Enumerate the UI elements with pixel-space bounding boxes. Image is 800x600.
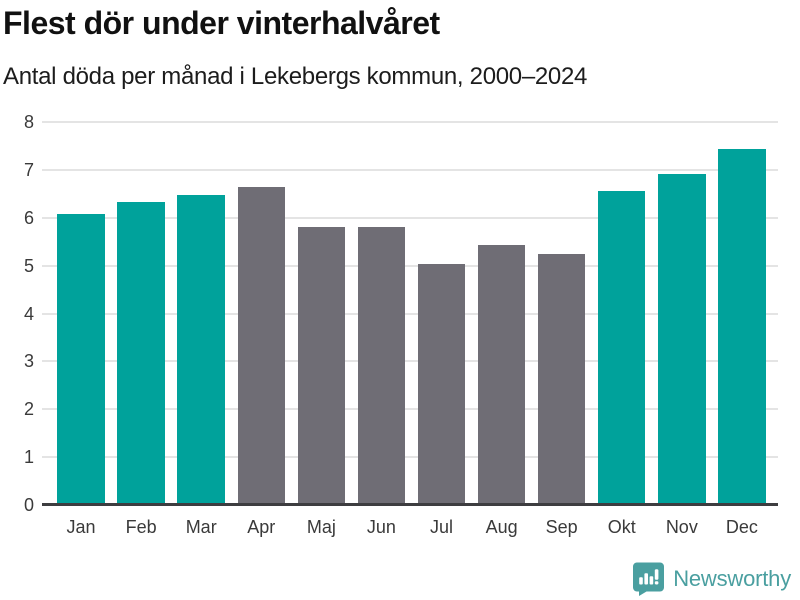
gridline-8 xyxy=(42,121,778,123)
bar-slot xyxy=(712,122,772,505)
x-tick-label-jan: Jan xyxy=(66,517,96,537)
bar-jan xyxy=(57,213,105,505)
bar-slot xyxy=(532,122,592,505)
x-tick-label-nov: Nov xyxy=(665,517,698,537)
bar-nov xyxy=(658,173,706,505)
bar-slot xyxy=(291,122,351,505)
bar-slot xyxy=(592,122,652,505)
bar-dec xyxy=(718,148,766,505)
y-axis: 0 1 2 3 4 5 6 7 8 xyxy=(0,113,38,514)
y-tick-label-3: 3 xyxy=(23,351,34,372)
gridline-2 xyxy=(42,408,778,411)
y-tick-label-0: 0 xyxy=(23,495,34,515)
gridline-5 xyxy=(42,264,778,267)
bar-slot xyxy=(51,122,111,505)
bar-jun xyxy=(357,227,406,505)
x-tick-label-apr: Apr xyxy=(247,517,276,537)
bar-feb xyxy=(117,202,165,505)
x-tick-label-aug: Aug xyxy=(485,517,518,537)
bar-slot xyxy=(171,122,231,505)
bar-maj xyxy=(297,227,346,505)
y-tick-label-2: 2 xyxy=(23,399,34,420)
chart-title: Flest dör under vinterhalvåret xyxy=(3,5,440,41)
bar-sep xyxy=(537,254,586,505)
x-tick-label-sep: Sep xyxy=(545,517,578,537)
gridline-1 xyxy=(42,456,778,459)
x-tick-label-maj: Maj xyxy=(306,517,336,537)
y-tick-label-6: 6 xyxy=(23,207,34,228)
gridline-4 xyxy=(42,312,778,315)
bar-mar xyxy=(177,194,225,505)
y-tick-label-8: 8 xyxy=(23,112,34,132)
bar-slot xyxy=(472,122,532,505)
bar-slot xyxy=(411,122,471,505)
x-tick-label-jun: Jun xyxy=(366,517,396,537)
newsworthy-logo-icon xyxy=(632,561,665,596)
plot-area xyxy=(42,121,778,505)
y-tick-label-5: 5 xyxy=(23,255,34,276)
bar-okt xyxy=(598,190,646,505)
y-tick-label-7: 7 xyxy=(23,159,34,180)
x-tick-label-jul: Jul xyxy=(430,517,454,537)
brand-footer[interactable]: Newsworthy xyxy=(632,561,791,596)
chart-subtitle: Antal döda per månad i Lekebergs kommun,… xyxy=(3,63,588,90)
bar-slot xyxy=(351,122,411,505)
y-tick-label-1: 1 xyxy=(23,447,34,468)
bar-apr xyxy=(237,187,285,505)
gridline-3 xyxy=(42,360,778,363)
x-tick-label-okt: Okt xyxy=(607,517,636,537)
bar-jul xyxy=(417,263,466,505)
bar-slot xyxy=(111,122,171,505)
bar-slot xyxy=(231,122,291,505)
brand-name: Newsworthy xyxy=(673,565,791,591)
bar-slot xyxy=(652,122,712,505)
x-axis: Jan Feb Mar Apr Maj Jun Jul Aug Sep Okt Nov Dec xyxy=(45,517,778,538)
bar-series xyxy=(45,122,778,505)
y-tick-label-4: 4 xyxy=(23,303,34,324)
gridline-7 xyxy=(42,168,778,171)
x-tick-label-dec: Dec xyxy=(725,517,758,537)
x-axis-line xyxy=(42,503,778,506)
gridline-6 xyxy=(42,216,778,219)
bar-aug xyxy=(477,244,526,505)
x-tick-label-mar: Mar xyxy=(185,517,217,537)
x-tick-label-feb: Feb xyxy=(125,517,157,537)
